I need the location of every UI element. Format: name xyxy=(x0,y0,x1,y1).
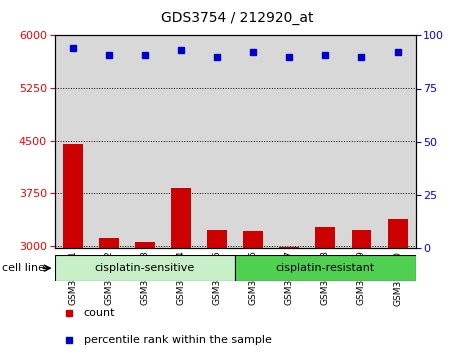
Bar xyxy=(135,242,155,354)
Bar xyxy=(279,247,299,354)
Text: cell line: cell line xyxy=(2,263,46,273)
Bar xyxy=(352,230,371,354)
Text: cisplatin-resistant: cisplatin-resistant xyxy=(276,263,375,273)
Text: count: count xyxy=(84,308,115,318)
Bar xyxy=(171,188,191,354)
Bar xyxy=(388,219,408,354)
Bar xyxy=(315,227,335,354)
Bar xyxy=(55,255,235,281)
Text: percentile rank within the sample: percentile rank within the sample xyxy=(84,335,271,345)
Bar xyxy=(63,144,83,354)
Text: cisplatin-sensitive: cisplatin-sensitive xyxy=(95,263,195,273)
Bar xyxy=(235,255,416,281)
Bar xyxy=(243,230,263,354)
Bar xyxy=(99,238,119,354)
Bar xyxy=(207,230,227,354)
Text: GDS3754 / 212920_at: GDS3754 / 212920_at xyxy=(161,11,314,25)
